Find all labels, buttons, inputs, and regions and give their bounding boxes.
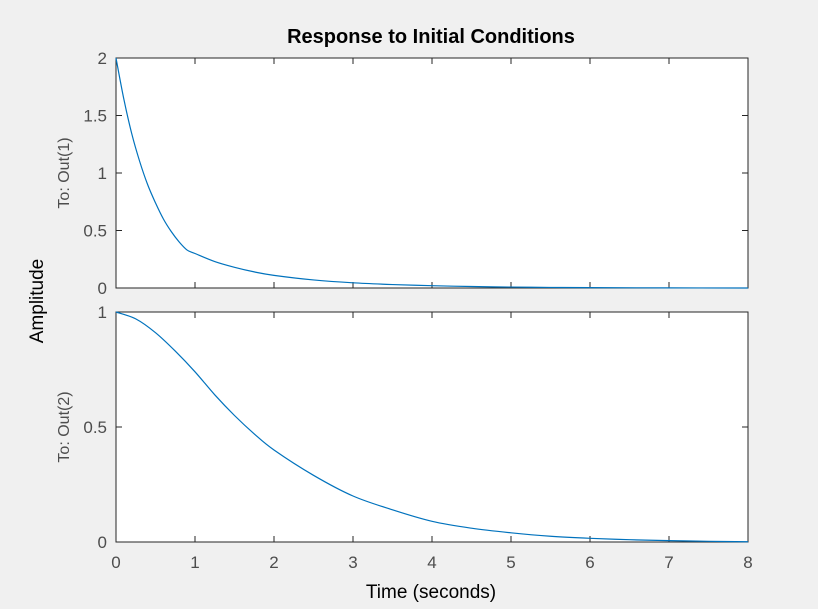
subplot-y-label: To: Out(2) [56, 391, 73, 462]
y-tick-label: 1 [98, 303, 107, 322]
y-axis-label: Amplitude [27, 259, 48, 344]
x-tick-label: 8 [743, 553, 752, 572]
x-tick-label: 1 [190, 553, 199, 572]
subplot-y-label: To: Out(1) [56, 137, 73, 208]
subplot-out2: 0 0.5 1 0 1 2 3 4 5 6 7 8 To: Out(2) [56, 303, 753, 572]
y-tick-label: 1 [98, 164, 107, 183]
x-tick-label: 5 [506, 553, 515, 572]
y-tick-label: 2 [98, 49, 107, 68]
x-tick-label: 3 [348, 553, 357, 572]
chart-title: Response to Initial Conditions [287, 26, 575, 48]
series-line [115, 57, 749, 289]
y-tick-label: 0 [98, 533, 107, 552]
x-tick-label: 4 [427, 553, 436, 572]
x-tick-label: 6 [585, 553, 594, 572]
y-tick-label: 1.5 [83, 107, 107, 126]
x-axis-label: Time (seconds) [366, 582, 496, 603]
y-tick-label: 0.5 [83, 222, 107, 241]
subplot-out1: 0 0.5 1 1.5 2 To: Out(1) [56, 49, 749, 298]
axes-box [115, 311, 749, 543]
x-tick-label: 0 [111, 553, 120, 572]
y-tick-label: 0.5 [83, 418, 107, 437]
x-tick-label: 2 [269, 553, 278, 572]
y-tick-label: 0 [98, 279, 107, 298]
x-tick-label: 7 [664, 553, 673, 572]
series-line [115, 311, 749, 543]
axes-box [115, 57, 749, 289]
